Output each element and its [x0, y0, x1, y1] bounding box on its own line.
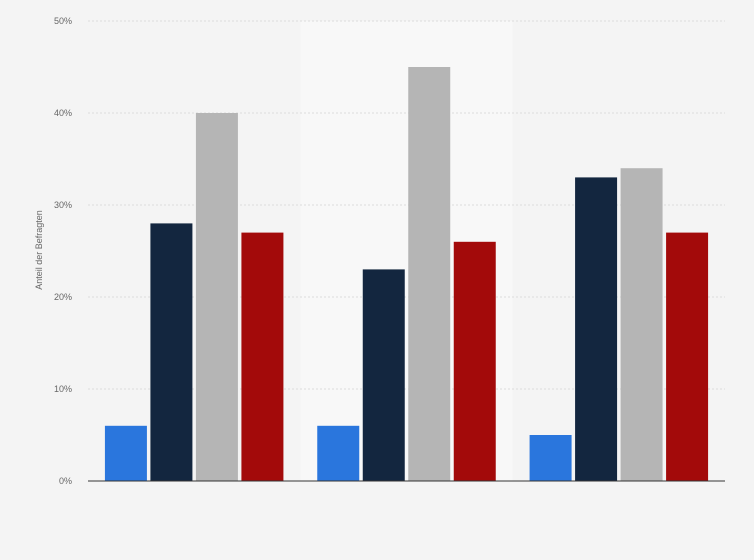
bar[interactable]	[317, 425, 360, 481]
bar[interactable]	[241, 232, 284, 481]
bar[interactable]	[453, 241, 496, 481]
bar[interactable]	[150, 223, 193, 481]
y-tick-label: 40%	[54, 108, 72, 118]
bar[interactable]	[529, 435, 572, 481]
bar[interactable]	[666, 232, 709, 481]
y-axis-title: Anteil der Befragten	[34, 210, 44, 290]
y-tick-label: 0%	[59, 476, 72, 486]
bar[interactable]	[195, 113, 238, 481]
y-tick-label: 50%	[54, 16, 72, 26]
bar[interactable]	[620, 168, 663, 481]
bar[interactable]	[104, 425, 147, 481]
y-tick-label: 10%	[54, 384, 72, 394]
bar[interactable]	[575, 177, 618, 481]
y-tick-label: 30%	[54, 200, 72, 210]
bar[interactable]	[408, 67, 451, 481]
y-tick-label: 20%	[54, 292, 72, 302]
bar[interactable]	[362, 269, 405, 481]
